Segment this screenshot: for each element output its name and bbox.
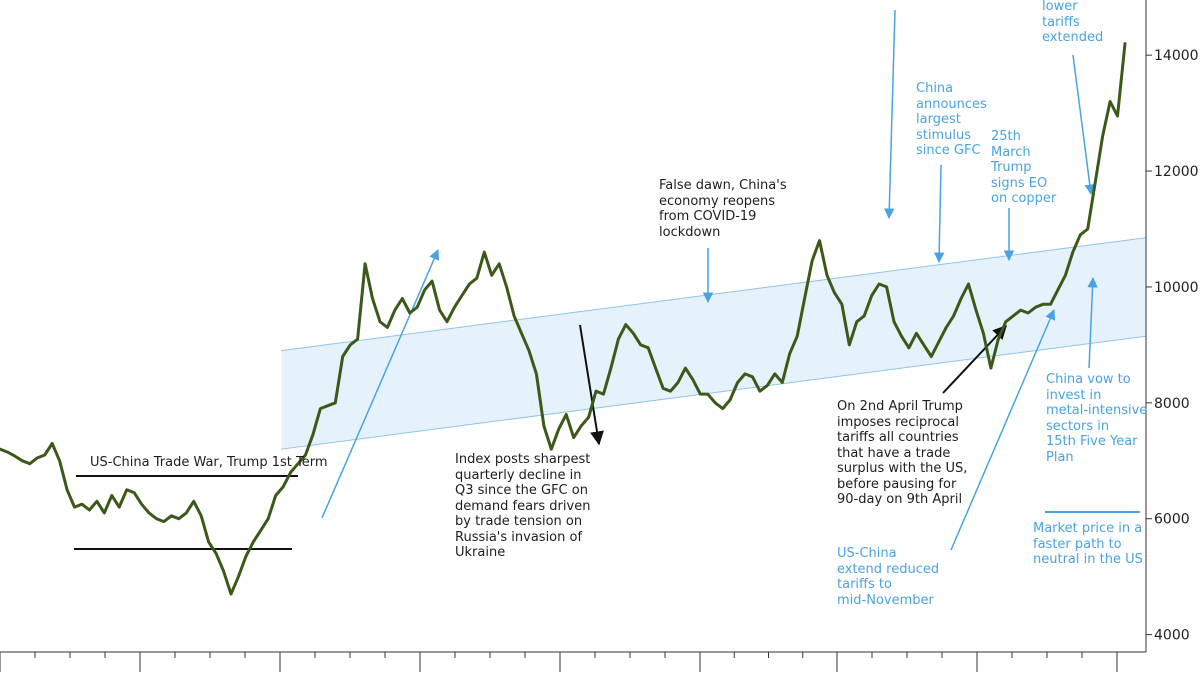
tariffs-extended-label: lower tariffs extended — [1042, 0, 1104, 45]
trend-channel-upper-line — [281, 237, 1147, 352]
mid-november-label: US-China extend reduced tariffs to mid-N… — [837, 546, 940, 608]
y-tick-label: 12000 — [1154, 164, 1199, 180]
y-tick-label: 14000 — [1154, 48, 1199, 64]
rally-arrow — [321, 249, 440, 519]
false-dawn-label: False dawn, China's economy reopens from… — [659, 178, 787, 240]
trend-channel-lower-line — [281, 335, 1147, 450]
faster-path-label: Market price in a faster path to neutral… — [1033, 521, 1143, 567]
metal-intensive-label: China vow to invest in metal-intensive s… — [1046, 372, 1148, 465]
metal-intensive-arrow — [1087, 276, 1098, 369]
y-tick-label: 8000 — [1154, 396, 1190, 412]
copper-eo-label: 25th March Trump signs EO on copper — [991, 129, 1057, 206]
series-line — [0, 42, 1127, 596]
x-axis-ticks — [0, 652, 1118, 672]
april-tariffs-label: On 2nd April Trump imposes reciprocal ta… — [837, 399, 968, 507]
y-tick-label: 4000 — [1154, 628, 1190, 644]
april-tariffs-arrow — [942, 324, 1007, 394]
q3-decline-arrow — [579, 324, 604, 446]
y-tick-label: 10000 — [1154, 280, 1199, 296]
mid-november-arrow — [950, 309, 1056, 551]
stimulus-arrow — [933, 164, 945, 264]
y-axis-ticks: 4000 6000 8000 10000 12000 14000 — [1146, 48, 1199, 644]
q3-decline-label: Index posts sharpest quarterly decline i… — [455, 452, 591, 560]
trade-war-label: US-China Trade War, Trump 1st Term — [90, 455, 328, 470]
peak-arrow — [884, 9, 896, 220]
stimulus-label: China announces largest stimulus since G… — [916, 81, 987, 158]
tariffs-extended-arrow — [1072, 54, 1095, 196]
trend-channel-band — [281, 237, 1146, 450]
y-tick-label: 6000 — [1154, 512, 1190, 528]
